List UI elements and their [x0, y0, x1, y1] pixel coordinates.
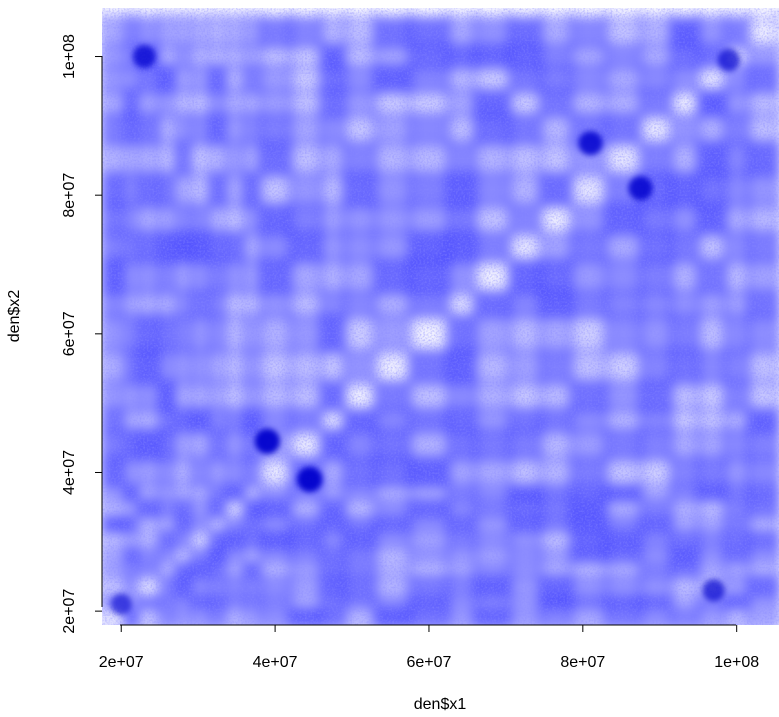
heatmap-texture	[102, 8, 779, 625]
heatmap-hotspot	[254, 428, 281, 454]
heatmap-hotspots	[110, 45, 741, 615]
heatmap-hotspot	[628, 176, 653, 201]
y-axis: 2e+07 4e+07 6e+07 8e+07 1e+08	[61, 34, 103, 634]
domain-boundary	[102, 626, 779, 630]
x-tick-label: 2e+07	[99, 654, 144, 671]
x-tick-label: 4e+07	[253, 654, 298, 671]
y-tick-label: 8e+07	[61, 173, 78, 218]
heatmap-hotspot	[110, 593, 132, 615]
heatmap-hotspot	[297, 466, 323, 493]
heatmap-hotspot	[578, 131, 603, 156]
x-axis: 2e+07 4e+07 6e+07 8e+07 1e+08	[99, 624, 759, 671]
y-tick-label: 1e+08	[61, 34, 78, 79]
heatmap-hotspot	[717, 48, 741, 72]
y-tick-label: 2e+07	[61, 589, 78, 634]
y-tick-label: 6e+07	[61, 311, 78, 356]
x-tick-label: 6e+07	[406, 654, 451, 671]
heatmap-hotspot	[132, 45, 156, 69]
x-axis-title: den$x1	[414, 696, 467, 713]
y-tick-label: 4e+07	[61, 450, 78, 495]
y-axis-title: den$x2	[6, 290, 23, 343]
heatmap-hotspot	[702, 579, 725, 602]
x-tick-label: 8e+07	[560, 654, 605, 671]
x-tick-label: 1e+08	[714, 654, 759, 671]
plot-area	[102, 8, 779, 630]
